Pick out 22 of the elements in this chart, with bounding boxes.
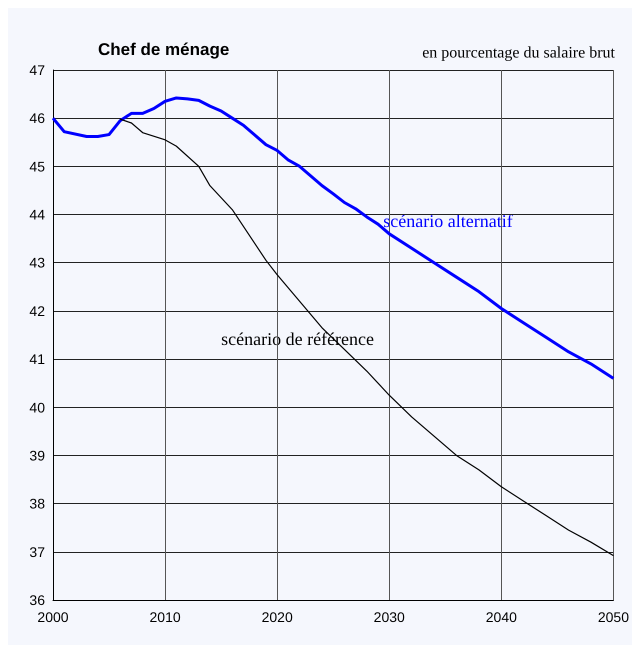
line-series [52, 96, 615, 380]
x-tick-label: 2000 [37, 609, 69, 625]
y-tick-label: 41 [29, 351, 46, 368]
chart-title: Chef de ménage [98, 40, 230, 59]
x-tick-label: 2010 [150, 609, 181, 625]
y-tick-label: 37 [29, 544, 46, 560]
x-tick-label: 2020 [262, 609, 293, 625]
line-series [120, 118, 614, 556]
y-tick-label: 45 [29, 158, 46, 174]
y-tick-label: 43 [29, 254, 46, 271]
x-tick-label: 2040 [486, 609, 518, 625]
y-tick-label: 46 [29, 110, 46, 126]
chart-subtitle: en pourcentage du salaire brut [422, 44, 616, 62]
x-tick-label: 2050 [598, 609, 630, 625]
x-tick-label: 2030 [374, 609, 406, 625]
y-tick-label: 38 [29, 496, 46, 512]
y-tick-label: 39 [29, 447, 46, 464]
y-tick-label: 40 [29, 399, 46, 416]
y-tick-label: 42 [29, 302, 46, 319]
y-tick-label: 44 [29, 206, 46, 223]
y-tick-label: 47 [29, 62, 46, 78]
y-tick-label: 36 [29, 592, 46, 608]
